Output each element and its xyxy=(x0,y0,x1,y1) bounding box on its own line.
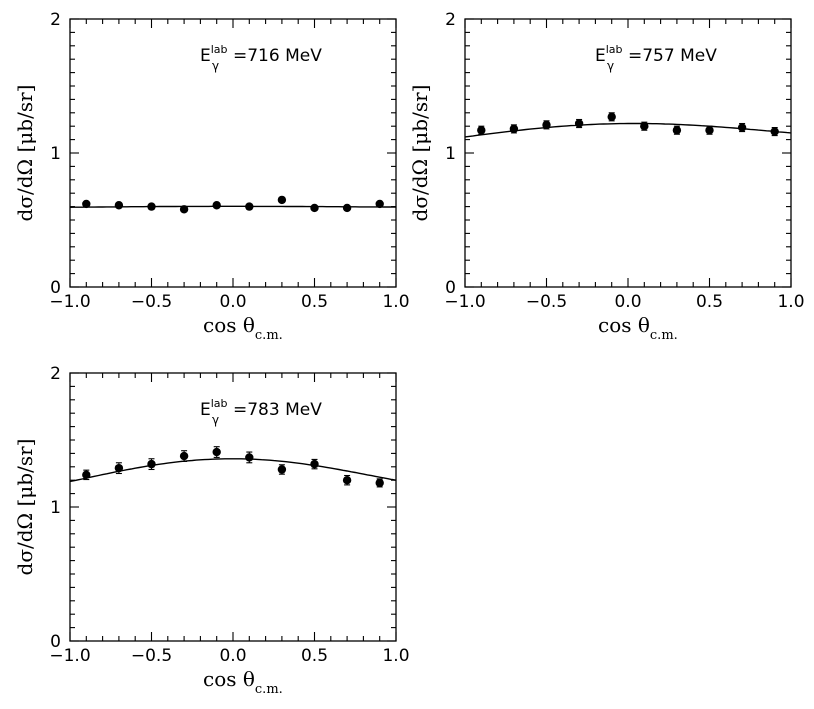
data-point xyxy=(509,124,519,134)
x-tick-label: 0.5 xyxy=(696,292,723,312)
x-axis-title: cos θc.m. xyxy=(203,313,283,343)
annotation-symbol: E xyxy=(200,46,211,66)
data-point xyxy=(179,205,189,214)
annotation-superscript: lab xyxy=(606,43,623,56)
data-point xyxy=(212,447,221,457)
data-point xyxy=(672,126,682,135)
data-point xyxy=(212,201,221,210)
x-axis-title: cos θc.m. xyxy=(598,313,678,343)
x-tick-label: 0.0 xyxy=(219,292,246,312)
y-axis-title: dσ/dΩ [μb/sr] xyxy=(13,85,37,222)
data-point xyxy=(542,120,551,130)
data-point xyxy=(277,195,287,205)
y-tick-label: 1 xyxy=(50,498,61,518)
data-point xyxy=(245,453,254,462)
data-point xyxy=(114,201,124,210)
annotation-value: =783 MeV xyxy=(233,400,322,420)
data-point xyxy=(114,463,124,473)
data-point xyxy=(477,126,486,135)
data-point xyxy=(342,203,352,213)
annotation-subscript: γ xyxy=(212,413,219,427)
data-point xyxy=(310,203,319,213)
y-axis-title: dσ/dΩ [μb/sr] xyxy=(13,439,37,576)
y-tick-label: 1 xyxy=(445,144,456,164)
annotation-value: =757 MeV xyxy=(628,46,717,66)
x-tick-label: 1.0 xyxy=(777,292,804,312)
data-point xyxy=(147,202,156,211)
x-axis-title-main: cos θ xyxy=(598,313,650,337)
x-tick-label: −1.0 xyxy=(49,646,90,666)
energy-annotation: Elab γ =783 MeV xyxy=(200,397,322,427)
x-axis-title-main: cos θ xyxy=(203,313,255,337)
x-tick-label: 1.0 xyxy=(382,292,409,312)
data-point xyxy=(375,478,384,488)
data-point xyxy=(770,127,779,136)
annotation-subscript: γ xyxy=(607,59,614,73)
data-point xyxy=(640,122,649,131)
x-axis-title-main: cos θ xyxy=(203,667,255,691)
x-tick-label: 0.5 xyxy=(301,646,328,666)
x-tick-label: 0.5 xyxy=(301,292,328,312)
chart-panel-3: −1.0 −0.5 0.0 0.5 1.0 0 1 2 cos θc.m. dσ/dΩ [μb/s… xyxy=(13,364,410,697)
annotation-symbol: E xyxy=(200,400,211,420)
y-axis-title: dσ/dΩ [μb/sr] xyxy=(408,85,432,222)
y-tick-label: 0 xyxy=(445,278,456,298)
data-point xyxy=(342,476,352,485)
x-tick-label: −0.5 xyxy=(131,292,172,312)
x-axis-title-sub: c.m. xyxy=(650,328,678,343)
x-axis-title-sub: c.m. xyxy=(255,682,283,697)
y-tick-label: 1 xyxy=(50,144,61,164)
annotation-symbol: E xyxy=(595,46,606,66)
data-point xyxy=(737,123,747,132)
y-tick-label: 0 xyxy=(50,278,61,298)
chart-panel-1: −1.0 −0.5 0.0 0.5 1.0 0 1 2 cos θc.m. dσ/dΩ [μb/s… xyxy=(13,10,410,343)
x-tick-label: 0.0 xyxy=(219,646,246,666)
fit-curve xyxy=(69,205,396,208)
data-point xyxy=(277,465,287,474)
x-tick-label: −1.0 xyxy=(49,292,90,312)
energy-annotation: Elab γ =716 MeV xyxy=(200,43,322,73)
data-point xyxy=(310,459,319,469)
y-tick-label: 2 xyxy=(50,10,61,30)
annotation-superscript: lab xyxy=(211,397,228,410)
x-tick-label: −0.5 xyxy=(131,646,172,666)
x-axis-title-sub: c.m. xyxy=(255,328,283,343)
energy-annotation: Elab γ =757 MeV xyxy=(595,43,717,73)
data-point xyxy=(82,470,91,480)
data-point xyxy=(607,112,616,122)
y-tick-label: 2 xyxy=(50,364,61,384)
annotation-subscript: γ xyxy=(212,59,219,73)
data-point xyxy=(147,459,156,469)
x-tick-label: −1.0 xyxy=(444,292,485,312)
chart-panel-2: −1.0 −0.5 0.0 0.5 1.0 0 1 2 cos θc.m. dσ/dΩ [μb/s… xyxy=(408,10,805,343)
annotation-superscript: lab xyxy=(211,43,228,56)
data-point xyxy=(82,199,91,209)
x-tick-label: −0.5 xyxy=(526,292,567,312)
fit-curve xyxy=(464,122,792,138)
data-point xyxy=(245,202,254,211)
annotation-value: =716 MeV xyxy=(233,46,322,66)
data-point xyxy=(574,119,584,128)
x-tick-label: 0.0 xyxy=(614,292,641,312)
x-tick-label: 1.0 xyxy=(382,646,409,666)
data-point xyxy=(179,451,189,461)
data-point xyxy=(375,199,384,209)
y-tick-label: 0 xyxy=(50,632,61,652)
x-axis-title: cos θc.m. xyxy=(203,667,283,697)
y-tick-label: 2 xyxy=(445,10,456,30)
fit-curve xyxy=(69,458,397,483)
data-point xyxy=(705,126,714,135)
